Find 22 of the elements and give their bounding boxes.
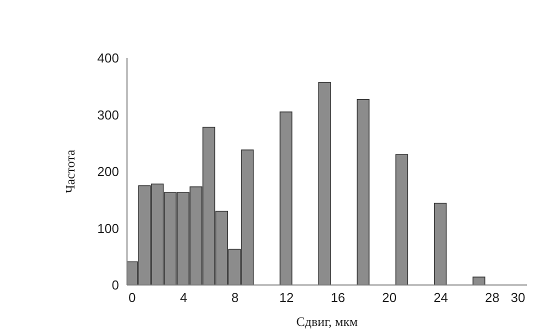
x-tick-label: 0 xyxy=(128,290,136,306)
x-tick-label: 16 xyxy=(330,290,346,306)
x-tick-label: 4 xyxy=(180,290,188,306)
x-tick-label: 24 xyxy=(434,290,448,306)
bar xyxy=(472,276,486,285)
x-tick-label: 12 xyxy=(279,290,294,306)
bar xyxy=(356,99,370,285)
x-tick-label: 20 xyxy=(382,290,397,306)
bar xyxy=(318,82,331,285)
x-tick-label: 30 xyxy=(510,290,526,306)
x-tick-label: 8 xyxy=(231,290,239,306)
y-tick-label: 200 xyxy=(97,164,119,180)
y-tick-label: 400 xyxy=(97,50,119,66)
y-axis-title: Частота xyxy=(62,150,78,194)
bar xyxy=(434,202,447,285)
bar xyxy=(395,154,408,285)
y-tick-label: 300 xyxy=(97,107,119,122)
y-tick-label: 100 xyxy=(97,220,119,236)
y-tick-label: 0 xyxy=(112,278,119,293)
x-tick-label: 28 xyxy=(485,290,500,306)
x-axis-title: Сдвиг, мкм xyxy=(296,314,358,329)
bar xyxy=(280,112,292,285)
